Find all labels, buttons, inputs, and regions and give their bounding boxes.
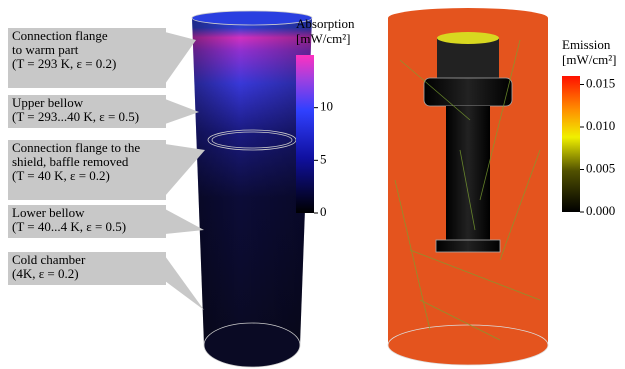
callout-text: to warm part	[12, 42, 79, 57]
tick-label: 5	[320, 151, 327, 166]
figure: Connection flangeto warm part(T = 293 K,…	[0, 0, 625, 369]
callout-text: (T = 293...40 K, ε = 0.5)	[12, 109, 139, 124]
callout-text: (4K, ε = 0.2)	[12, 266, 79, 281]
tick-label: 10	[320, 99, 333, 114]
callout-text: Connection flange	[12, 28, 108, 43]
callout-pointer	[165, 256, 204, 310]
callout-text: Cold chamber	[12, 252, 86, 267]
colorbar-title: [mW/cm²]	[296, 31, 350, 46]
callout-text: Upper bellow	[12, 95, 84, 110]
callout-text: (T = 40...4 K, ε = 0.5)	[12, 219, 126, 234]
callout-text: Connection flange to the	[12, 140, 140, 155]
callout-pointer	[165, 209, 204, 234]
colorbar	[296, 55, 314, 213]
tick-label: 0	[320, 204, 327, 219]
callout-pointer	[165, 99, 199, 124]
callout-pointer	[165, 32, 196, 84]
tick-label: 0.015	[586, 75, 615, 90]
tick-label: 0.010	[586, 118, 615, 133]
colorbar-title: Absorption	[296, 16, 355, 31]
absorption-model	[192, 11, 312, 367]
emission-model	[388, 8, 548, 365]
colorbar	[562, 76, 580, 212]
tick-label: 0.000	[586, 203, 615, 218]
callout-text: (T = 40 K, ε = 0.2)	[12, 168, 110, 183]
tick-label: 0.005	[586, 160, 615, 175]
callout-text: (T = 293 K, ε = 0.2)	[12, 56, 116, 71]
callout-text: Lower bellow	[12, 205, 85, 220]
callout-text: shield, baffle removed	[12, 154, 129, 169]
colorbar-title: [mW/cm²]	[562, 52, 616, 67]
colorbar-title: Emission	[562, 37, 611, 52]
